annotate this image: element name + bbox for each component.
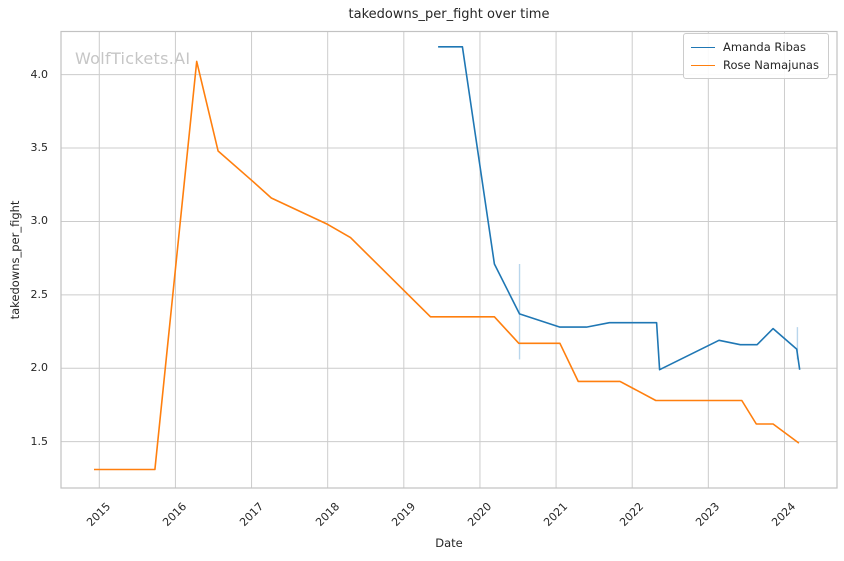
series-line-rose-namajunas xyxy=(94,60,800,471)
chart-title: takedowns_per_fight over time xyxy=(348,7,550,22)
legend-label: Amanda Ribas xyxy=(723,40,806,54)
y-tick-label: 3.5 xyxy=(30,141,49,155)
legend-item-rose-namajunas: Rose Namajunas xyxy=(691,56,820,74)
legend: Amanda Ribas Rose Namajunas xyxy=(683,33,829,79)
y-tick-label: 4.0 xyxy=(30,67,49,81)
series-line-amanda-ribas xyxy=(438,45,801,371)
plot-border xyxy=(60,30,838,489)
y-tick-label: 2.0 xyxy=(30,361,49,375)
x-axis-label: Date xyxy=(435,536,463,550)
legend-item-amanda-ribas: Amanda Ribas xyxy=(691,38,820,56)
legend-label: Rose Namajunas xyxy=(723,58,819,72)
y-tick-label: 2.5 xyxy=(30,287,49,301)
legend-line-icon xyxy=(691,64,715,66)
y-tick-label: 1.5 xyxy=(30,434,49,448)
watermark: WolfTickets.AI xyxy=(75,49,191,68)
y-axis-label: takedowns_per_fight xyxy=(8,200,22,320)
y-tick-label: 3.0 xyxy=(30,214,49,228)
legend-line-icon xyxy=(691,46,715,48)
